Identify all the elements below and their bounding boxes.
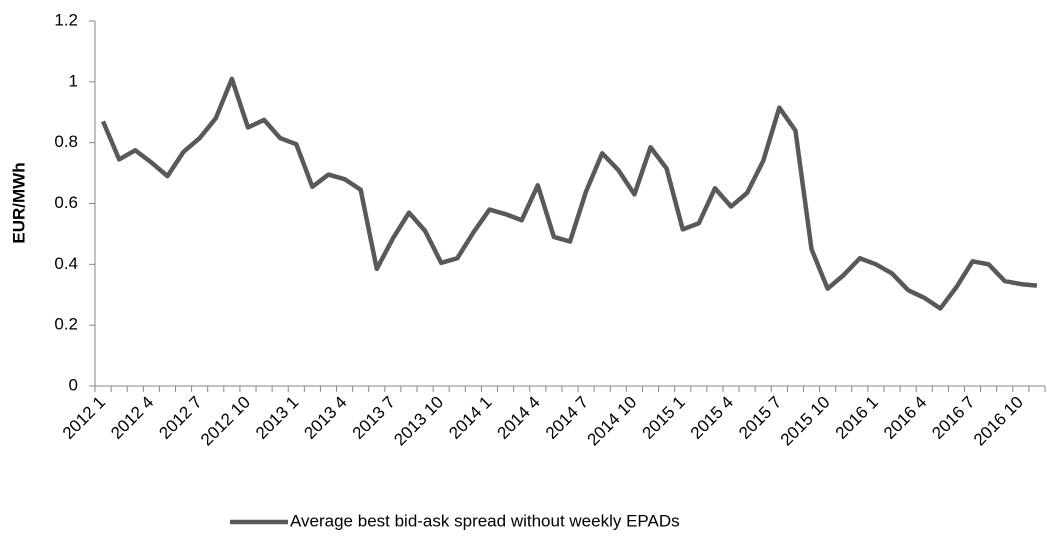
y-tick-label: 0.2 xyxy=(54,315,78,334)
x-tick-label: 2012 4 xyxy=(107,393,157,443)
x-tick-label: 2015 4 xyxy=(687,393,737,443)
y-tick-label: 0.4 xyxy=(54,254,78,273)
y-tick-label: 0.8 xyxy=(54,132,78,151)
y-axis-label: EUR/MWh xyxy=(9,162,28,243)
x-tick-label: 2015 1 xyxy=(639,393,689,443)
x-tick-label: 2013 1 xyxy=(252,393,302,443)
x-tick-label: 2014 4 xyxy=(494,393,544,443)
x-tick-label: 2013 4 xyxy=(300,393,350,443)
x-tick-label: 2016 1 xyxy=(832,393,882,443)
x-tick-label: 2015 10 xyxy=(777,393,834,450)
y-tick-label: 1 xyxy=(69,71,78,90)
x-tick-label: 2012 1 xyxy=(59,393,109,443)
x-tick-label: 2013 10 xyxy=(390,393,447,450)
x-tick-label: 2012 10 xyxy=(197,393,254,450)
line-series xyxy=(100,76,1038,311)
y-tick-label: 0 xyxy=(69,375,78,394)
y-tick-label: 1.2 xyxy=(54,10,78,29)
x-tick-label: 2014 10 xyxy=(584,393,641,450)
x-tick-label: 2014 1 xyxy=(445,393,495,443)
x-tick-label: 2016 4 xyxy=(880,393,930,443)
x-tick-label: 2016 10 xyxy=(970,393,1027,450)
y-tick-label: 0.6 xyxy=(54,193,78,212)
legend-label: Average best bid-ask spread without week… xyxy=(290,511,680,530)
